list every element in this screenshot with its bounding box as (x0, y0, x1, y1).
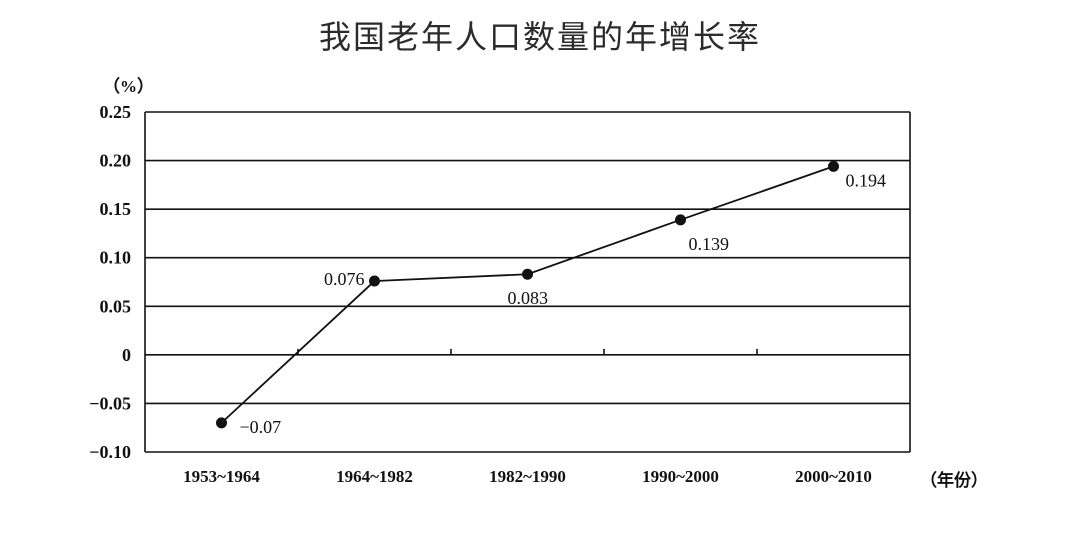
y-tick-label: 0.25 (100, 102, 132, 122)
y-axis-unit-label: （%） (103, 76, 154, 96)
y-tick-label: 0.10 (100, 248, 132, 268)
x-tick-label: 2000~2010 (795, 467, 872, 486)
data-label: −0.07 (240, 417, 282, 437)
y-tick-label: 0.15 (100, 199, 132, 219)
y-tick-label: 0.20 (100, 151, 132, 171)
data-label: 0.194 (846, 170, 887, 190)
data-point (675, 214, 686, 226)
x-axis-unit-label: （年份） (920, 470, 988, 490)
y-tick-label: −0.10 (89, 442, 131, 462)
data-label: 0.076 (324, 269, 365, 289)
data-label: 0.139 (689, 234, 730, 254)
data-point (522, 268, 533, 280)
x-tick-label: 1964~1982 (336, 467, 413, 486)
data-point (216, 417, 227, 429)
x-tick-label: 1953~1964 (183, 467, 260, 486)
y-tick-label: 0 (122, 345, 131, 365)
x-tick-label: 1990~2000 (642, 467, 719, 486)
chart-title: 我国老年人口数量的年增长率 (318, 18, 761, 56)
y-tick-label: 0.05 (100, 296, 132, 316)
data-point (369, 275, 380, 287)
x-tick-label: 1982~1990 (489, 467, 566, 486)
y-tick-label: −0.05 (89, 393, 131, 413)
data-point (828, 160, 839, 172)
data-label: 0.083 (508, 288, 549, 308)
